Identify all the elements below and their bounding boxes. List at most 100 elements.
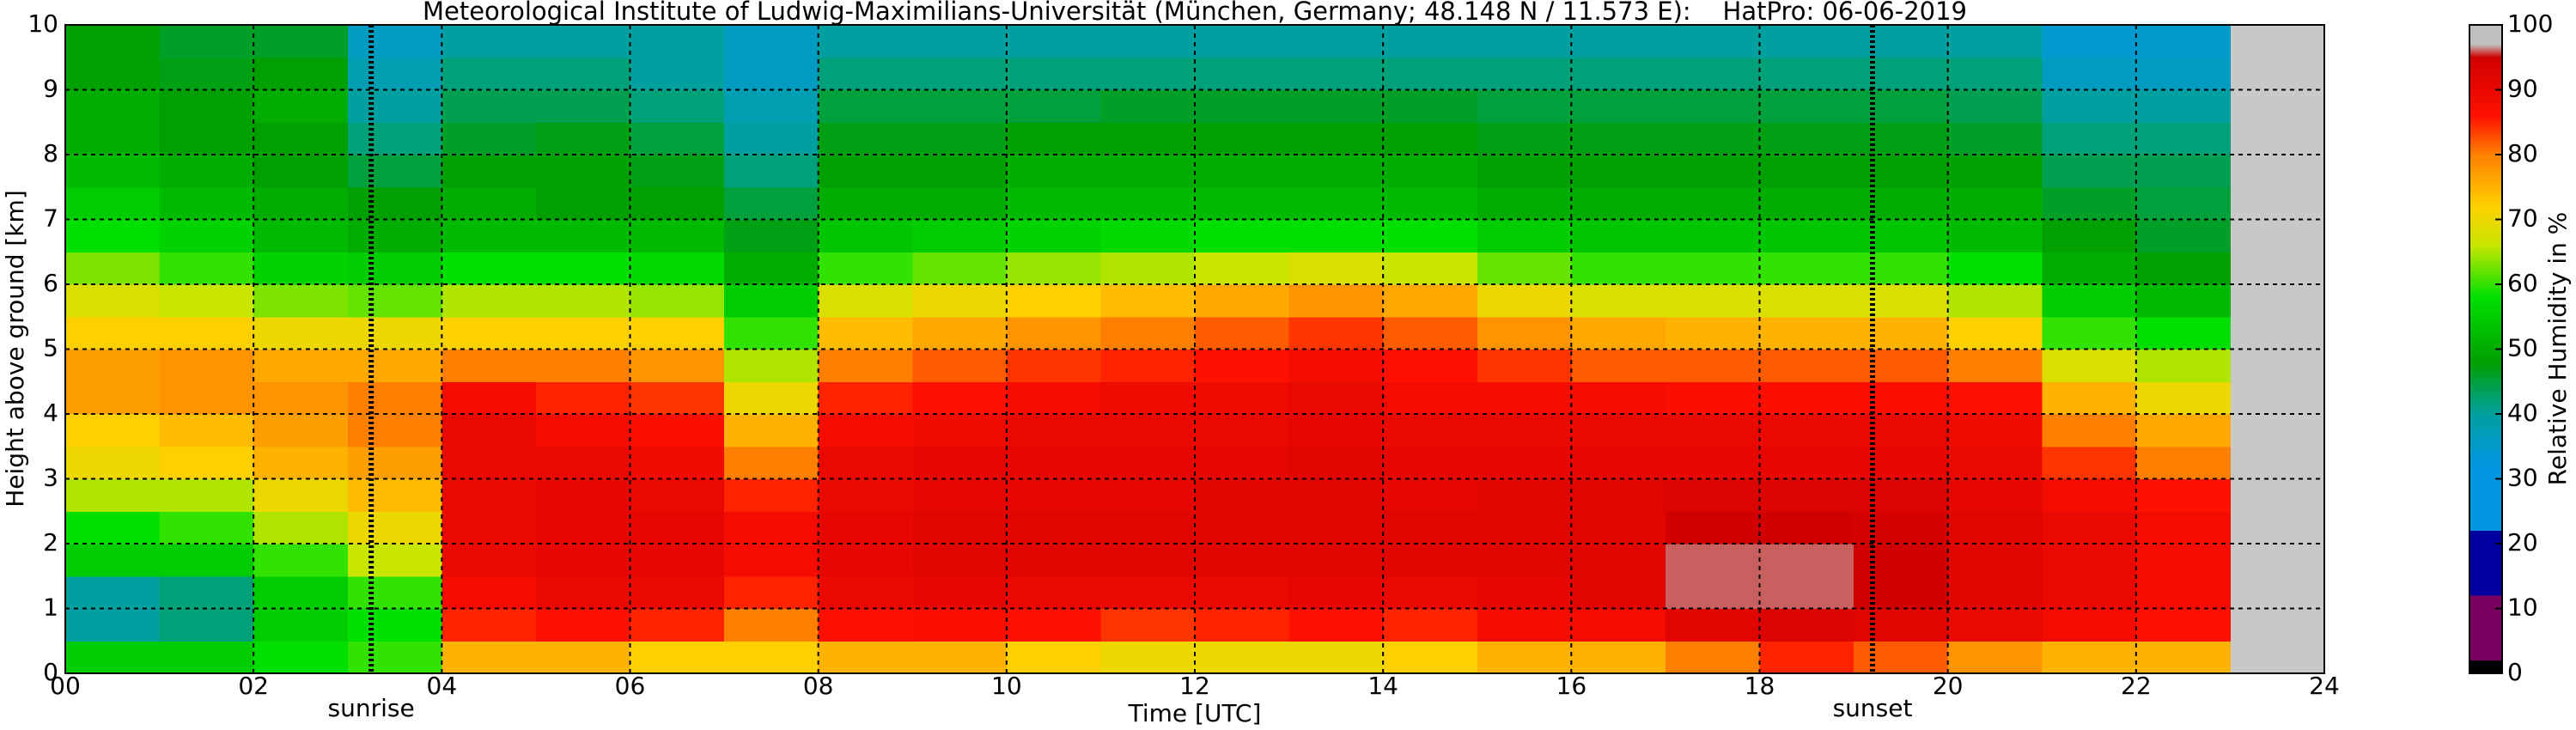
heatmap-cell	[253, 544, 349, 577]
heatmap-cell	[1195, 219, 1290, 252]
heatmap-cell	[347, 186, 442, 220]
colorbar-tick-label: 60	[2507, 269, 2538, 297]
heatmap-cell	[818, 284, 913, 318]
heatmap-cell	[347, 544, 442, 577]
heatmap-cell	[535, 57, 630, 90]
heatmap-cell	[253, 316, 349, 350]
heatmap-cell	[159, 25, 254, 58]
heatmap-cell	[818, 478, 913, 512]
heatmap-cell	[253, 511, 349, 544]
heatmap-cell	[1571, 57, 1666, 90]
chart-title: Meteorological Institute of Ludwig-Maxim…	[423, 0, 1967, 26]
heatmap-cell	[1006, 478, 1101, 512]
heatmap-cell	[912, 575, 1008, 609]
heatmap-cell	[818, 155, 913, 188]
heatmap-cell	[442, 252, 537, 285]
y-axis-label: Height above ground [km]	[1, 190, 29, 508]
heatmap-cell	[724, 219, 819, 252]
heatmap-cell	[65, 25, 161, 58]
heatmap-cell	[2135, 446, 2231, 479]
heatmap-cell	[1854, 316, 1949, 350]
heatmap-cell	[630, 57, 725, 90]
heatmap-cell	[818, 57, 913, 90]
heatmap-cell	[1477, 575, 1572, 609]
heatmap-cell	[1477, 511, 1572, 544]
heatmap-cell	[253, 219, 349, 252]
heatmap-cell	[1854, 252, 1949, 285]
heatmap-cell	[65, 122, 161, 155]
heatmap-cell	[1288, 186, 1384, 220]
heatmap-cell	[1571, 252, 1666, 285]
heatmap-cell	[1759, 511, 1854, 544]
heatmap-cell	[535, 608, 630, 642]
heatmap-cell	[630, 186, 725, 220]
heatmap-cell	[1383, 511, 1478, 544]
heatmap-cell	[65, 446, 161, 479]
heatmap-cell	[2135, 284, 2231, 318]
heatmap-cell	[1947, 186, 2043, 220]
heatmap-cell	[442, 284, 537, 318]
heatmap-cell	[535, 641, 630, 674]
heatmap-cell	[1665, 316, 1760, 350]
heatmap-cell	[1288, 89, 1384, 123]
colorbar-tick-label: 0	[2507, 658, 2523, 686]
heatmap-cell	[1006, 641, 1101, 674]
x-tick-label: 16	[1556, 672, 1587, 700]
heatmap-cell	[1100, 122, 1196, 155]
heatmap-cell	[1195, 252, 1290, 285]
heatmap-cell	[1100, 544, 1196, 577]
heatmap-cell	[818, 575, 913, 609]
heatmap-cell	[347, 511, 442, 544]
heatmap-cell	[1477, 446, 1572, 479]
heatmap-cell	[912, 511, 1008, 544]
heatmap-cell	[912, 89, 1008, 123]
heatmap-cell	[818, 446, 913, 479]
heatmap-cell	[2042, 219, 2137, 252]
heatmap-cell	[1383, 57, 1478, 90]
heatmap-cell	[1947, 414, 2043, 447]
heatmap-cell	[2135, 478, 2231, 512]
plot-frame	[64, 24, 2325, 674]
heatmap-cell	[1477, 414, 1572, 447]
heatmap-cell	[1100, 608, 1196, 642]
heatmap-cell	[442, 478, 537, 512]
heatmap-cell	[630, 284, 725, 318]
heatmap-cell	[2042, 608, 2137, 642]
heatmap-cell	[2135, 544, 2231, 577]
heatmap-cell	[1665, 219, 1760, 252]
heatmap-cell	[2135, 219, 2231, 252]
heatmap-cell	[442, 414, 537, 447]
heatmap-cell	[1195, 57, 1290, 90]
colorbar-tick-label: 90	[2507, 75, 2538, 103]
heatmap-cell	[442, 186, 537, 220]
heatmap-cell	[1665, 186, 1760, 220]
heatmap-cell	[347, 252, 442, 285]
heatmap-cell	[2042, 349, 2137, 382]
heatmap-cell	[442, 25, 537, 58]
heatmap-cell	[1947, 608, 2043, 642]
heatmap-cell	[1383, 381, 1478, 415]
heatmap-cell	[253, 25, 349, 58]
heatmap-cell	[1383, 446, 1478, 479]
heatmap-cell	[1195, 122, 1290, 155]
heatmap-cell	[2042, 284, 2137, 318]
heatmap-cell	[912, 544, 1008, 577]
heatmap-cell	[65, 641, 161, 674]
heatmap-cell	[912, 608, 1008, 642]
x-tick-label: 06	[615, 672, 646, 700]
heatmap-cell	[1571, 641, 1666, 674]
heatmap-cell	[253, 381, 349, 415]
heatmap-cell	[442, 641, 537, 674]
heatmap-cell	[1947, 284, 2043, 318]
heatmap-cell	[1100, 25, 1196, 58]
heatmap-cell	[1571, 446, 1666, 479]
heatmap-cell	[1383, 219, 1478, 252]
heatmap-cell	[535, 414, 630, 447]
heatmap-cell	[535, 381, 630, 415]
heatmap-cell	[1759, 252, 1854, 285]
heatmap-cell	[630, 252, 725, 285]
heatmap-cell	[1759, 446, 1854, 479]
heatmap	[65, 25, 2231, 674]
heatmap-cell	[1195, 25, 1290, 58]
heatmap-cell	[535, 284, 630, 318]
